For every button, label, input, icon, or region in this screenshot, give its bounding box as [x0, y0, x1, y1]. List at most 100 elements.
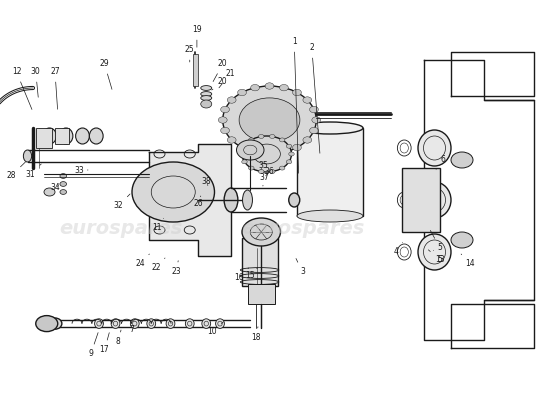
Text: 29: 29 — [100, 60, 112, 89]
Circle shape — [303, 137, 312, 143]
Circle shape — [227, 137, 236, 143]
Ellipse shape — [59, 128, 73, 144]
Ellipse shape — [418, 234, 451, 270]
Circle shape — [238, 89, 246, 96]
Text: 20: 20 — [213, 60, 228, 82]
Text: 7: 7 — [130, 320, 135, 334]
Circle shape — [201, 100, 212, 108]
Text: 16: 16 — [234, 268, 249, 282]
Circle shape — [312, 117, 321, 123]
Ellipse shape — [289, 193, 300, 207]
Text: 24: 24 — [135, 254, 150, 268]
Ellipse shape — [166, 319, 175, 328]
Text: 35: 35 — [258, 162, 268, 170]
Text: 1: 1 — [292, 38, 299, 173]
Circle shape — [303, 97, 312, 103]
Text: 33: 33 — [75, 166, 88, 174]
Ellipse shape — [201, 96, 212, 100]
Circle shape — [270, 170, 275, 174]
Text: 8: 8 — [116, 330, 121, 346]
Ellipse shape — [418, 182, 451, 218]
Circle shape — [451, 232, 473, 248]
Circle shape — [279, 84, 288, 91]
Circle shape — [132, 162, 214, 222]
Text: 10: 10 — [207, 322, 223, 336]
Ellipse shape — [48, 318, 62, 329]
Ellipse shape — [89, 128, 103, 144]
Ellipse shape — [23, 150, 32, 162]
Text: 4: 4 — [394, 242, 403, 256]
Text: 32: 32 — [113, 194, 130, 210]
Text: 22: 22 — [152, 258, 165, 272]
Text: 15: 15 — [245, 268, 257, 280]
Circle shape — [36, 316, 58, 332]
Circle shape — [270, 134, 275, 138]
Circle shape — [265, 151, 274, 157]
Text: 17: 17 — [100, 333, 109, 354]
Circle shape — [239, 152, 245, 156]
Ellipse shape — [147, 319, 156, 328]
Circle shape — [265, 83, 274, 89]
Text: 26: 26 — [193, 196, 203, 208]
Bar — [248, 284, 275, 304]
Text: 18: 18 — [251, 327, 261, 342]
Ellipse shape — [216, 319, 224, 328]
Bar — [402, 168, 440, 232]
Ellipse shape — [224, 188, 238, 212]
Circle shape — [44, 188, 55, 196]
Circle shape — [242, 218, 280, 246]
Text: 25: 25 — [185, 46, 195, 62]
Circle shape — [287, 160, 292, 164]
Text: 5: 5 — [433, 250, 442, 264]
Ellipse shape — [418, 130, 451, 166]
Circle shape — [279, 149, 288, 156]
Circle shape — [218, 117, 227, 123]
Text: 21: 21 — [219, 70, 235, 88]
Circle shape — [289, 152, 294, 156]
Circle shape — [242, 136, 292, 172]
Circle shape — [221, 106, 229, 113]
Text: 34: 34 — [50, 184, 60, 192]
Text: 23: 23 — [171, 261, 181, 276]
Circle shape — [310, 127, 318, 134]
Text: 31: 31 — [25, 164, 41, 178]
Circle shape — [239, 98, 300, 142]
Circle shape — [60, 190, 67, 194]
Text: 37: 37 — [259, 174, 269, 186]
Text: 14: 14 — [461, 254, 475, 268]
Text: 36: 36 — [265, 167, 274, 176]
Ellipse shape — [43, 128, 56, 144]
Text: 19: 19 — [192, 26, 202, 47]
Circle shape — [60, 182, 67, 186]
Bar — [192, 54, 198, 86]
Text: 9: 9 — [89, 333, 98, 358]
Ellipse shape — [297, 210, 363, 222]
Bar — [55, 128, 69, 144]
Circle shape — [249, 166, 254, 170]
Bar — [297, 128, 363, 216]
Text: 13: 13 — [428, 250, 445, 264]
Text: 20: 20 — [212, 78, 228, 90]
Ellipse shape — [202, 319, 211, 328]
Circle shape — [251, 84, 260, 91]
Circle shape — [310, 106, 318, 113]
Circle shape — [258, 170, 264, 174]
Ellipse shape — [185, 319, 194, 328]
Text: 2: 2 — [310, 44, 320, 153]
Bar — [242, 238, 278, 286]
Ellipse shape — [201, 92, 212, 96]
Bar — [36, 128, 52, 148]
Circle shape — [227, 97, 236, 103]
Text: 6: 6 — [436, 156, 445, 170]
Circle shape — [279, 166, 285, 170]
Circle shape — [249, 138, 254, 142]
Text: eurospares: eurospares — [59, 218, 183, 238]
Circle shape — [451, 152, 473, 168]
Text: 5: 5 — [430, 230, 442, 252]
Text: 28: 28 — [6, 162, 25, 180]
Text: 38: 38 — [201, 178, 211, 186]
Text: eurospares: eurospares — [241, 218, 364, 238]
Ellipse shape — [76, 128, 89, 144]
Text: 30: 30 — [31, 68, 41, 97]
Text: 12: 12 — [12, 68, 32, 110]
